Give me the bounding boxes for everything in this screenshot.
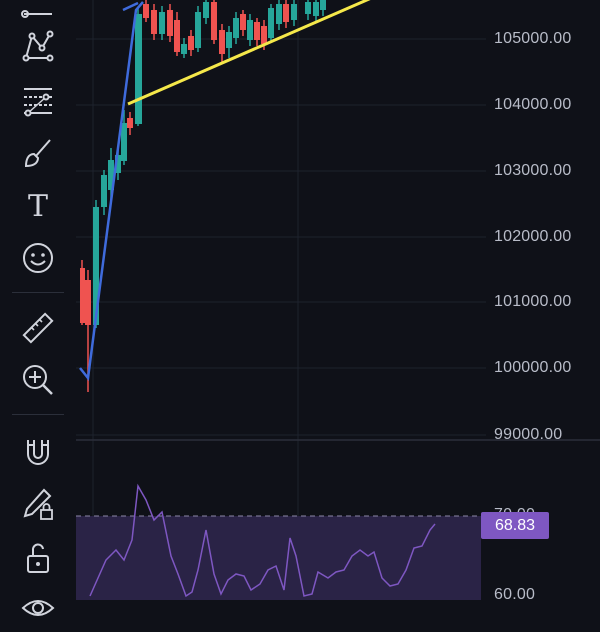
price-label-104000: 104000.00 xyxy=(494,96,572,113)
rsi-value-badge: 68.83 xyxy=(481,512,549,539)
candle xyxy=(188,30,194,56)
text-tool-button[interactable]: T xyxy=(14,182,62,230)
rsi-level-60-label: 60.00 xyxy=(494,586,536,603)
candle xyxy=(167,4,173,42)
candle xyxy=(320,0,326,16)
candle xyxy=(247,14,253,46)
line-tool-icon xyxy=(21,10,52,18)
magnet-icon xyxy=(27,440,49,465)
pattern-tool-button[interactable] xyxy=(14,22,62,70)
line-tool-button[interactable] xyxy=(14,0,62,34)
unlock-icon xyxy=(27,543,49,573)
rsi-band xyxy=(76,516,481,600)
zoom-in-icon xyxy=(23,365,53,395)
candle xyxy=(203,0,209,24)
lock-drawing-button[interactable] xyxy=(14,480,62,528)
candle xyxy=(283,0,289,28)
toolbar-divider xyxy=(12,414,64,415)
blue-arrowhead xyxy=(122,1,139,12)
candle xyxy=(254,18,260,46)
candle xyxy=(211,0,217,44)
price-chart-canvas[interactable] xyxy=(76,0,600,600)
candle xyxy=(305,0,311,20)
emoji-tool-button[interactable] xyxy=(14,234,62,282)
zoom-in-button[interactable] xyxy=(14,356,62,404)
candle xyxy=(159,6,165,40)
chart-area[interactable]: 105000.00 104000.00 103000.00 102000.00 … xyxy=(76,0,600,603)
candle xyxy=(121,110,127,165)
ruler-tool-button[interactable] xyxy=(14,304,62,352)
eye-button[interactable] xyxy=(14,584,62,632)
price-label-103000: 103000.00 xyxy=(494,162,572,179)
candle xyxy=(151,4,157,40)
drawing-toolbar: T xyxy=(0,0,76,616)
candle xyxy=(233,12,239,44)
lock-drawing-icon xyxy=(23,488,53,520)
candle xyxy=(93,200,99,328)
fib-tool-icon xyxy=(24,88,52,117)
brush-tool-button[interactable] xyxy=(14,130,62,178)
candle xyxy=(174,12,180,56)
magnet-button[interactable] xyxy=(14,428,62,476)
candle xyxy=(108,148,114,200)
eye-icon xyxy=(21,600,55,616)
candle xyxy=(101,170,107,215)
candle xyxy=(276,0,282,30)
candlesticks xyxy=(80,0,326,392)
candle xyxy=(80,260,85,325)
emoji-tool-icon xyxy=(23,243,53,273)
yellow-trend-line[interactable] xyxy=(127,0,376,106)
fib-tool-button[interactable] xyxy=(14,76,62,124)
candle xyxy=(291,0,297,26)
candle xyxy=(127,112,133,135)
ruler-tool-icon xyxy=(22,312,54,344)
unlock-button[interactable] xyxy=(14,534,62,582)
candle xyxy=(240,10,246,36)
candle xyxy=(226,26,232,58)
brush-tool-icon xyxy=(24,139,51,168)
toolbar-divider xyxy=(12,292,64,293)
price-label-99000: 99000.00 xyxy=(494,426,563,443)
pattern-tool-icon xyxy=(22,30,54,62)
text-tool-icon: T xyxy=(27,188,48,224)
candle xyxy=(135,8,142,126)
candle xyxy=(195,6,201,52)
candle xyxy=(181,38,187,58)
blue-trend-line[interactable] xyxy=(79,1,144,382)
price-label-105000: 105000.00 xyxy=(494,30,572,47)
candle xyxy=(268,4,274,42)
candle xyxy=(219,24,225,62)
price-label-100000: 100000.00 xyxy=(494,359,572,376)
price-label-101000: 101000.00 xyxy=(494,293,572,310)
price-label-102000: 102000.00 xyxy=(494,228,572,245)
candle xyxy=(143,0,149,22)
rsi-line xyxy=(89,483,436,598)
candle xyxy=(313,0,319,22)
